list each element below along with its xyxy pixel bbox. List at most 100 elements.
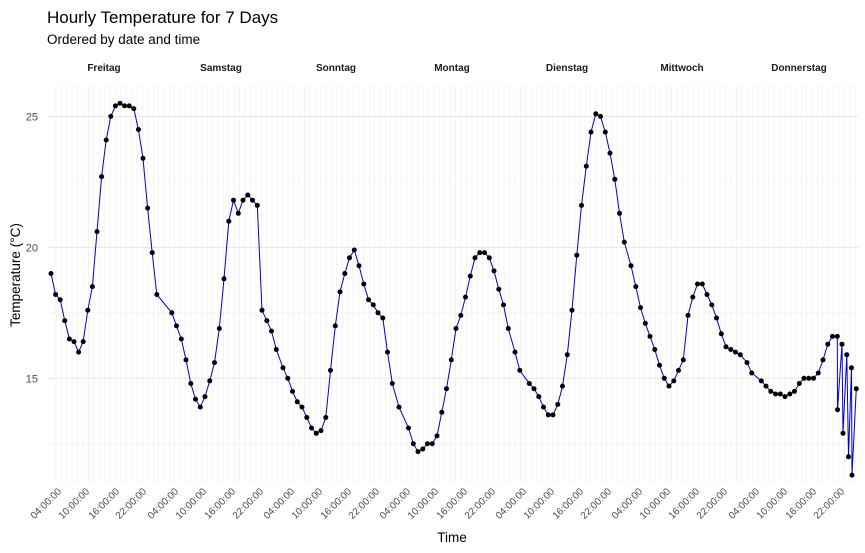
y-axis-label: Temperature (°C) [8,223,23,327]
temperature-point [112,103,118,109]
temperature-point [849,472,855,478]
temperature-point [482,250,487,256]
temperature-point [425,441,430,447]
temperature-point [216,326,222,331]
temperature-point [62,318,68,324]
temperature-point [135,127,141,132]
temperature-point [231,197,236,203]
facet-label-donnerstag: Donnerstag [771,63,827,74]
temperature-point [347,255,352,261]
x-axis: 04:00:0010:00:0016:00:0022:00:0004:00:00… [29,486,848,522]
temperature-point [825,341,831,347]
temperature-point [680,357,686,363]
temperature-point [126,103,132,109]
temperature-point [342,271,348,276]
temperature-point [410,441,416,447]
temperature-point [304,415,310,420]
temperature-point [420,446,426,452]
x-tick-label: 22:00:00 [812,486,848,522]
temperature-point [264,318,270,324]
temperature-point [351,247,357,253]
temperature-point [501,302,506,308]
y-tick-label: 25 [26,111,38,123]
temperature-point [718,331,724,337]
temperature-point [385,349,390,355]
temperature-point [666,383,672,389]
temperature-point [178,336,184,342]
facet-label-mittwoch: Mittwoch [660,63,703,74]
temperature-point [811,375,816,381]
temperature-point [48,271,54,276]
temperature-point [517,367,523,373]
temperature-point [273,347,279,352]
temperature-point [846,454,851,460]
temperature-point [621,239,627,245]
x-tick-label: 22:00:00 [579,486,615,522]
x-axis-label: Time [437,530,467,545]
x-tick-label: 22:00:00 [231,486,267,522]
temperature-point [512,349,518,355]
temperature-point [154,292,160,297]
temperature-point [628,263,634,269]
temperature-point [415,449,421,455]
temperature-point [337,289,343,295]
temperature-point [108,113,114,119]
temperature-point [849,365,854,371]
facet-label-dienstag: Dienstag [546,63,588,74]
chart-title: Hourly Temperature for 7 Days [47,8,279,27]
temperature-point [744,360,750,366]
temperature-point [550,412,556,418]
temperature-point [396,404,402,410]
temperature-point [80,339,86,345]
facet-label-samstag: Samstag [200,63,242,74]
temperature-point [835,407,840,413]
temperature-point [574,252,580,258]
temperature-point [633,284,639,290]
y-tick-label: 15 [26,373,38,385]
temperature-point [477,250,483,256]
temperature-point [174,323,179,329]
temperature-point [221,276,227,282]
temperature-point [491,268,497,274]
temperature-point [647,333,653,339]
temperature-point [169,310,175,316]
facet-label-sonntag: Sonntag [316,63,356,74]
temperature-point [259,307,265,313]
temperature-point [638,305,643,311]
temperature-point [690,294,696,300]
temperature-series [48,100,859,478]
temperature-point [235,210,241,216]
temperature-point [149,250,155,256]
temperature-point [642,320,648,326]
temperature-point [588,129,594,135]
temperature-point [853,386,859,392]
temperature-point [526,381,532,386]
temperature-point [131,106,137,112]
temperature-point [318,428,324,434]
temperature-point [389,381,395,386]
temperature-point [53,292,59,297]
temperature-point [806,375,812,381]
temperature-point [94,229,100,235]
temperature-point [280,365,286,371]
temperature-point [840,430,846,436]
temperature-line [50,102,857,476]
temperature-point [212,360,217,366]
temperature-point [57,297,63,303]
temperature-point [309,425,314,431]
temperature-point [612,176,618,182]
temperature-point [676,367,681,373]
temperature-point [448,357,454,363]
temperature-point [193,396,198,402]
temperature-point [661,375,667,381]
temperature-point [723,344,729,350]
temperature-point [652,347,658,352]
temperature-point [99,174,105,180]
temperature-point [758,378,764,384]
temperature-point [834,333,840,339]
temperature-point [820,357,826,363]
temperature-point [313,430,319,436]
temperature-point [375,310,381,316]
temperature-point [733,349,738,355]
